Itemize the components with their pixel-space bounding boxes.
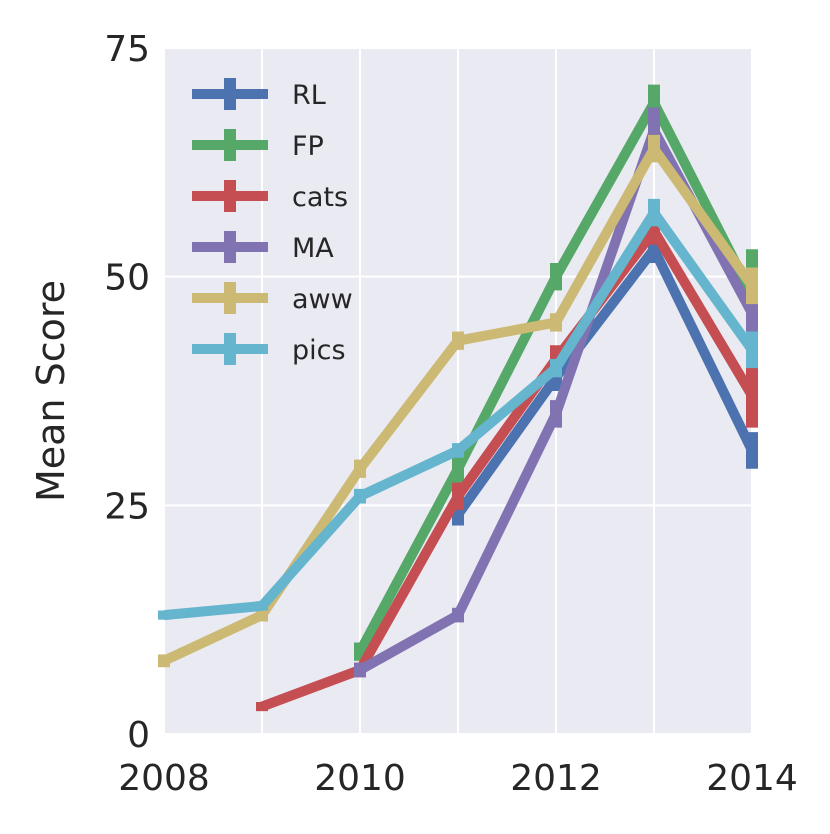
- legend-item: aww: [192, 282, 353, 315]
- y-tick-label: 50: [104, 258, 150, 299]
- legend-item: MA: [192, 231, 334, 264]
- legend-label: pics: [292, 335, 346, 366]
- series-aww: [158, 134, 758, 668]
- legend-item: pics: [192, 333, 346, 366]
- y-tick-label: 0: [127, 715, 150, 756]
- legend-label: RL: [292, 80, 326, 111]
- legend-item: RL: [192, 78, 326, 111]
- legend-item: cats: [192, 180, 348, 213]
- legend-label: FP: [292, 131, 324, 162]
- legend-label: cats: [292, 182, 348, 213]
- grid: [163, 47, 753, 735]
- x-tick-label: 2008: [118, 758, 210, 799]
- legend-label: aww: [292, 284, 353, 315]
- legend: RL FP cats MA aww pics: [192, 78, 353, 366]
- series-line: [260, 225, 757, 712]
- legend-item: FP: [192, 129, 324, 162]
- series-lines: [158, 84, 758, 712]
- x-tick-label: 2010: [314, 758, 406, 799]
- series-pics: [158, 198, 758, 621]
- y-axis-label: Mean Score: [29, 280, 73, 502]
- x-tick-label: 2012: [510, 758, 602, 799]
- y-tick-label: 75: [104, 29, 150, 70]
- series-line: [453, 244, 757, 518]
- x-tick-label: 2014: [706, 758, 798, 799]
- y-tick-label: 25: [104, 486, 150, 527]
- tick-labels: 0 25 50 75 2008 2010 2012 2014: [104, 29, 798, 799]
- legend-label: MA: [292, 233, 334, 264]
